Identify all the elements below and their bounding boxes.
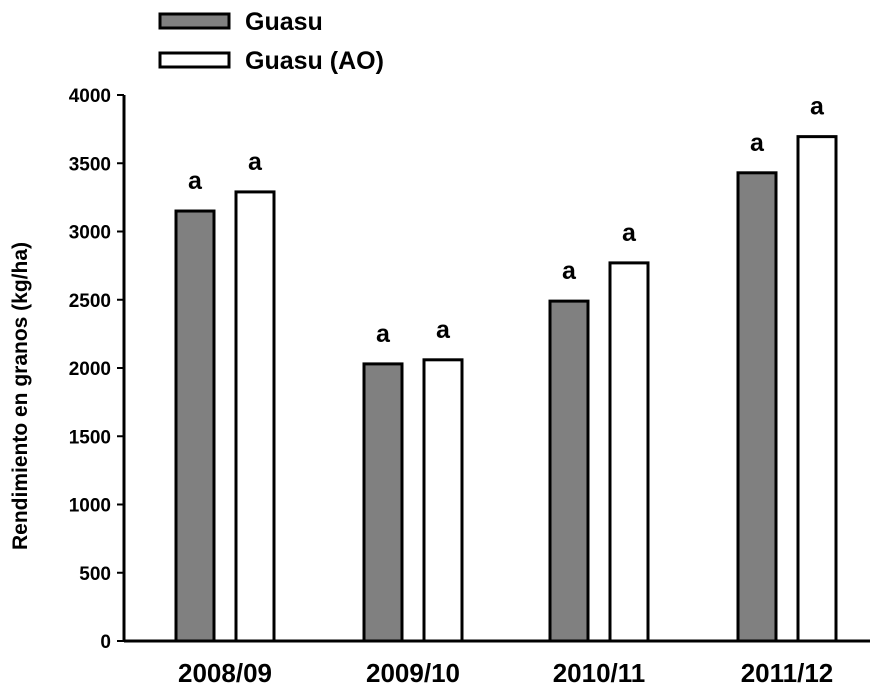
bar-data-label: a <box>248 148 263 176</box>
x-tick-label: 2010/11 <box>553 658 646 688</box>
bar-data-label: a <box>750 129 765 157</box>
x-tick-label: 2009/10 <box>366 658 460 688</box>
bar-data-label: a <box>188 167 203 195</box>
bar <box>174 209 216 643</box>
legend-label: Guasu <box>245 8 323 36</box>
y-tick-label: 2000 <box>69 359 111 380</box>
axes: 0 500 1000 1500 2000 2500 3000 3500 4000 2008/09 2… <box>69 86 870 688</box>
bar-data-label: a <box>810 93 825 121</box>
bars: a a a a a a a a <box>174 93 838 643</box>
x-tick-label: 2011/12 <box>741 658 834 688</box>
y-tick-label: 0 <box>100 632 111 653</box>
x-tick-label: 2008/09 <box>178 658 272 688</box>
bar-data-label: a <box>622 219 637 247</box>
bar <box>736 171 778 643</box>
y-tick-label: 3500 <box>69 154 111 175</box>
y-tick-label: 3000 <box>69 223 111 244</box>
legend-swatch <box>158 51 231 69</box>
legend-swatch <box>158 12 231 30</box>
bar-data-label: a <box>376 320 391 348</box>
legend: Guasu Guasu (AO) <box>158 8 384 75</box>
legend-label: Guasu (AO) <box>245 47 384 75</box>
y-tick-label: 2500 <box>69 291 111 312</box>
bar-data-label: a <box>436 316 451 344</box>
bar <box>362 362 404 643</box>
bar-data-label: a <box>562 257 577 285</box>
bar <box>608 261 650 643</box>
y-tick-label: 1000 <box>69 496 111 517</box>
y-tick-label: 4000 <box>69 86 111 107</box>
bar <box>796 135 838 643</box>
bar <box>422 358 464 643</box>
bar <box>548 299 590 643</box>
y-tick-label: 500 <box>79 564 111 585</box>
y-axis-label: Rendimiento en granos (kg/ha) <box>9 242 32 550</box>
y-tick-label: 1500 <box>69 427 111 448</box>
bar <box>234 190 276 643</box>
